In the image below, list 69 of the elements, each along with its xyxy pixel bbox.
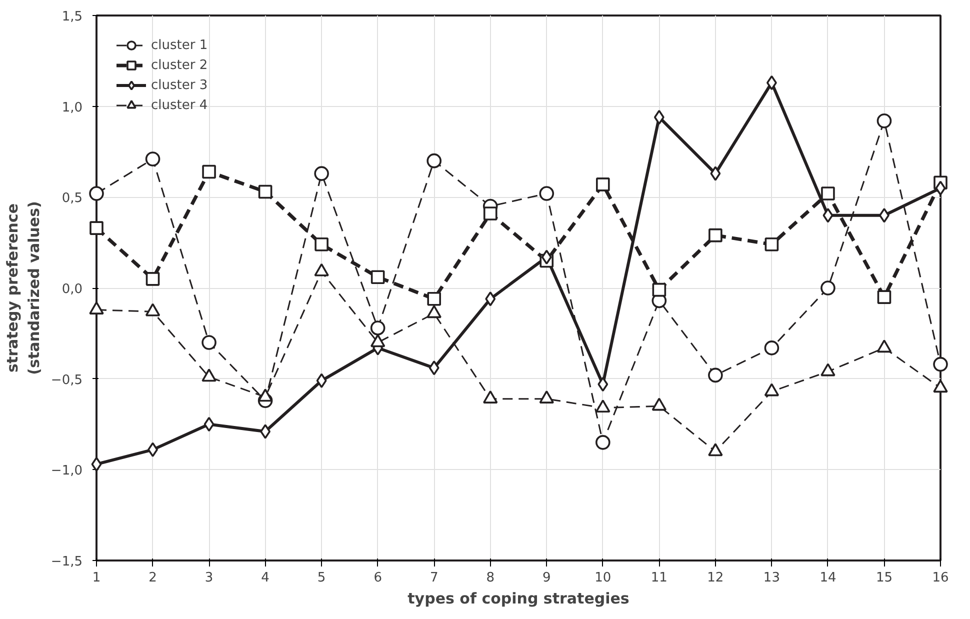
point	[427, 292, 441, 306]
point	[370, 270, 385, 284]
y-tick-label: −0,5	[50, 372, 83, 388]
point	[426, 153, 442, 168]
point	[90, 221, 104, 235]
point	[314, 238, 328, 252]
point	[596, 435, 610, 450]
x-tick-label: 9	[542, 570, 551, 586]
point	[483, 206, 498, 220]
x-tick-label: 15	[876, 570, 893, 586]
point	[260, 424, 271, 439]
point	[145, 152, 160, 166]
x-axis-title: types of coping strategies	[408, 590, 630, 608]
point	[89, 186, 104, 201]
point	[822, 208, 834, 223]
point	[202, 164, 216, 179]
point	[485, 292, 496, 306]
x-tick-label: 12	[707, 570, 724, 586]
point	[764, 340, 780, 356]
point	[598, 376, 608, 392]
point	[820, 280, 836, 296]
legend-label: cluster 1	[151, 38, 208, 52]
point	[652, 282, 666, 297]
y-tick-label: 0,5	[62, 191, 83, 206]
legend-label: cluster 3	[151, 78, 208, 92]
y-tick-label: 0,0	[62, 282, 83, 297]
y-tick-label: 1,5	[62, 10, 83, 24]
point	[766, 75, 777, 90]
x-tick-label: 14	[820, 570, 836, 586]
legend-label: cluster 4	[151, 98, 208, 112]
y-tick-label: −1,5	[50, 554, 83, 570]
point	[596, 178, 610, 192]
point	[933, 356, 948, 372]
point	[146, 272, 160, 286]
point	[204, 416, 214, 432]
x-tick-label: 1	[92, 570, 101, 586]
point	[708, 228, 722, 242]
point	[541, 250, 552, 265]
x-tick-label: 3	[204, 570, 214, 586]
point	[654, 110, 664, 125]
point	[876, 113, 892, 128]
x-tick-label: 7	[430, 570, 438, 586]
point	[708, 368, 723, 383]
x-tick-label: 11	[650, 570, 668, 586]
point	[316, 373, 327, 388]
point	[428, 360, 440, 376]
point	[764, 238, 779, 252]
x-tick-label: 10	[594, 570, 612, 586]
x-tick-label: 4	[261, 570, 270, 586]
y-tick-label: −1,0	[50, 464, 83, 479]
point	[370, 320, 386, 336]
point	[710, 166, 721, 181]
y-axis-title: strategy preference (standarized values)	[3, 201, 43, 375]
point	[91, 456, 102, 472]
point	[258, 184, 272, 199]
x-tick-label: 2	[148, 570, 157, 586]
point	[821, 186, 835, 200]
point	[202, 335, 216, 350]
point	[935, 180, 946, 196]
point	[314, 166, 329, 181]
y-tick-label: 1,0	[62, 100, 83, 116]
x-tick-label: 5	[317, 570, 326, 586]
x-tick-label: 8	[486, 570, 495, 586]
x-tick-label: 16	[932, 570, 949, 586]
legend-label: cluster 2	[151, 58, 208, 72]
x-tick-label: 13	[763, 570, 780, 586]
point	[539, 186, 554, 201]
point	[877, 290, 892, 304]
x-tick-label: 6	[374, 570, 382, 586]
